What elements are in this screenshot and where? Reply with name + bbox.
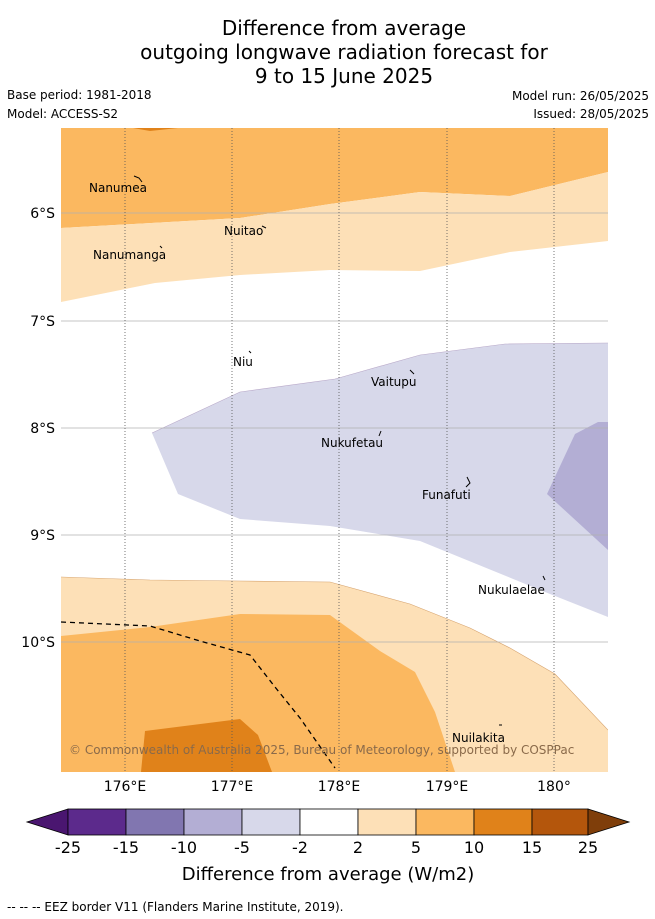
lon-tick-178e: 178°E — [318, 779, 361, 795]
contour-2-to-5-north — [61, 172, 608, 302]
model-run: Model run: 26/05/2025 — [511, 89, 649, 103]
eez-border-line — [61, 621, 336, 769]
title-line-1: Difference from average — [221, 16, 467, 40]
island-funafuti-shape — [465, 476, 471, 488]
base-period: Base period: 1981-2018 — [7, 88, 152, 102]
place-label-nuitao: Nuitao — [224, 224, 263, 238]
lon-tick-179e: 179°E — [426, 779, 469, 795]
colorbar-label-minus15: -15 — [113, 838, 139, 857]
contour-minus5-to-minus2 — [152, 343, 608, 617]
colorbar-label-5: 5 — [411, 838, 421, 857]
colorbar-segment-2 — [125, 808, 185, 836]
place-label-niu: Niu — [233, 355, 253, 369]
island-nuitao-shape — [261, 225, 267, 229]
contour-line-2-south — [61, 576, 608, 731]
colorbar-title: Difference from average (W/m2) — [182, 864, 474, 885]
island-nanumanga-shape — [159, 245, 163, 249]
lat-tick-10s: 10°S — [21, 635, 55, 651]
place-label-nanumanga: Nanumanga — [93, 248, 166, 262]
lat-tick-6s: 6°S — [30, 206, 55, 222]
contour-10-to-15-north — [133, 128, 178, 131]
island-outlines — [133, 175, 546, 726]
map-plot-area: Nanumea Nuitao Nanumanga Niu Vaitupu Nuk… — [61, 128, 608, 772]
colorbar-segment-4 — [241, 808, 301, 836]
map-title: Difference from average outgoing longwav… — [0, 16, 655, 88]
contour-10-to-15-south — [141, 719, 272, 772]
title-line-2: outgoing longwave radiation forecast for — [140, 40, 548, 64]
model-name: Model: ACCESS-S2 — [7, 107, 119, 121]
colorbar-segment-7 — [415, 808, 475, 836]
colorbar-segment-1 — [67, 808, 127, 836]
place-label-nanumea: Nanumea — [89, 181, 147, 195]
lon-tick-180: 180° — [537, 779, 571, 795]
contour-minus10-to-minus5 — [547, 422, 608, 550]
colorbar-label-minus10: -10 — [171, 838, 197, 857]
island-niu-shape — [248, 350, 252, 354]
colorbar-label-25: 25 — [578, 838, 598, 857]
contour-5-to-10-north — [61, 128, 608, 228]
colorbar-min-extend — [25, 808, 69, 836]
lat-tick-9s: 9°S — [30, 528, 55, 544]
colorbar-segment-3 — [183, 808, 243, 836]
colorbar-label-minus2: -2 — [292, 838, 308, 857]
island-vaitupu-shape — [409, 369, 415, 375]
colorbar-label-minus5: -5 — [234, 838, 250, 857]
title-line-3: 9 to 15 June 2025 — [254, 64, 434, 88]
lat-tick-7s: 7°S — [30, 314, 55, 330]
lat-tick-8s: 8°S — [30, 421, 55, 437]
contour-line-minus2 — [151, 342, 608, 434]
colorbar: -25 -15 -10 -5 -2 2 5 10 15 25 Differenc… — [25, 808, 631, 885]
island-nukufetau-shape — [378, 430, 382, 437]
place-label-nuilakita: Nuilakita — [452, 731, 505, 745]
colorbar-segment-5 — [299, 808, 359, 836]
copyright-notice: © Commonwealth of Australia 2025, Bureau… — [69, 743, 574, 757]
longitude-gridlines — [124, 128, 555, 772]
colorbar-segment-8 — [473, 808, 533, 836]
latitude-gridlines — [61, 212, 608, 643]
colorbar-max-extend — [587, 808, 631, 836]
place-label-nukulaelae: Nukulaelae — [478, 583, 545, 597]
lon-tick-176e: 176°E — [104, 779, 147, 795]
eez-border-legend: -- -- -- EEZ border V11 (Flanders Marine… — [7, 900, 344, 914]
place-label-nukufetau: Nukufetau — [321, 436, 383, 450]
colorbar-label-15: 15 — [522, 838, 542, 857]
island-nukulaelae-shape — [542, 575, 546, 581]
colorbar-segment-6 — [357, 808, 417, 836]
issued-date: Issued: 28/05/2025 — [533, 107, 649, 121]
colorbar-segment-9 — [531, 808, 589, 836]
place-label-vaitupu: Vaitupu — [371, 375, 417, 389]
colorbar-label-2: 2 — [353, 838, 363, 857]
island-nanumea-shape — [133, 175, 143, 183]
colorbar-label-10: 10 — [464, 838, 484, 857]
lon-tick-177e: 177°E — [211, 779, 254, 795]
place-label-funafuti: Funafuti — [422, 488, 471, 502]
colorbar-label-minus25: -25 — [55, 838, 81, 857]
